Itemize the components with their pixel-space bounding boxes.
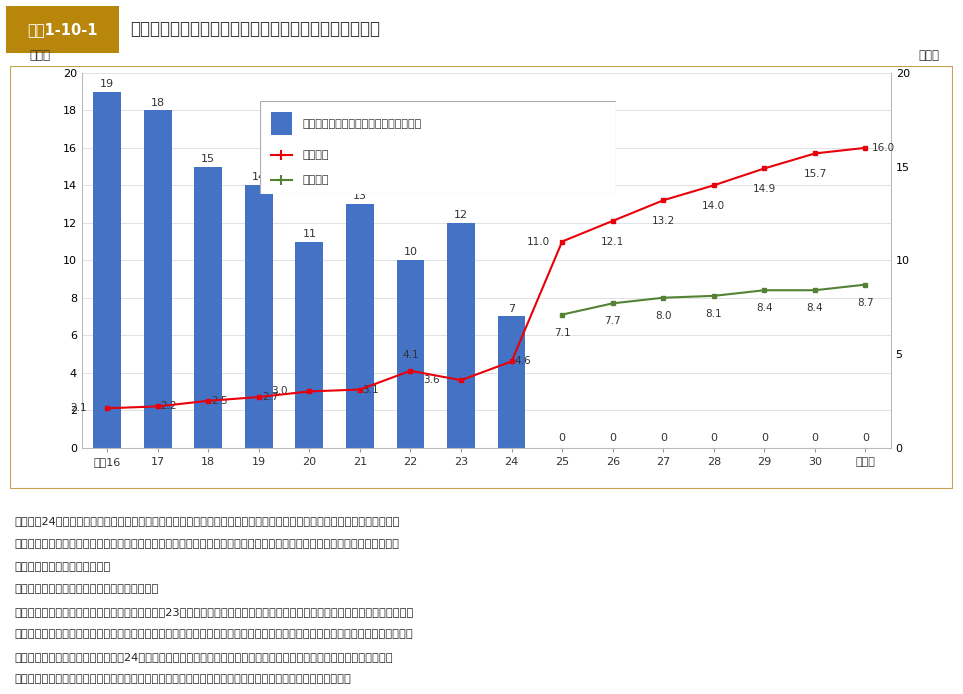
Text: 4.1: 4.1	[403, 350, 419, 360]
Text: 8.4: 8.4	[807, 303, 823, 314]
Text: 江町、飯館村）が、24年値には、福島県の一部（川内村、葛尾村、飯館村）がそれぞれ含まれていない。: 江町、飯館村）が、24年値には、福島県の一部（川内村、葛尾村、飯館村）がそれぞれ…	[14, 652, 393, 661]
Text: 0: 0	[812, 433, 819, 443]
Text: 0: 0	[559, 433, 565, 443]
Text: 女性委員のいない都道府県防災会議の数: 女性委員のいない都道府県防災会議の数	[302, 119, 422, 128]
Text: 3.0: 3.0	[272, 387, 288, 396]
Bar	[93, 92, 121, 448]
Text: 16.0: 16.0	[872, 143, 895, 153]
Text: 地方防災会議の委員に占める女性の割合の推移について: 地方防災会議の委員に占める女性の割合の推移について	[130, 21, 380, 38]
Text: 0: 0	[862, 433, 869, 443]
Text: 10: 10	[403, 248, 418, 257]
Text: 12: 12	[454, 210, 468, 220]
Text: 3.6: 3.6	[423, 375, 439, 385]
Text: の一部（女川町、南三陸町）、福島県の一部（南相馬市、下郷町、広野町、楢葉町、富岡町、大熊町、双葉町、浪: の一部（女川町、南三陸町）、福島県の一部（南相馬市、下郷町、広野町、楢葉町、富岡…	[14, 629, 413, 639]
Text: 市区町村: 市区町村	[302, 176, 329, 185]
Text: （備考）　１．原則として各年４月１日現在。: （備考） １．原則として各年４月１日現在。	[14, 584, 159, 594]
Text: る者を追加することとされた。: る者を追加することとされた。	[14, 561, 111, 572]
Text: 11.0: 11.0	[527, 237, 550, 246]
Text: 7: 7	[508, 304, 515, 314]
Bar	[397, 260, 425, 448]
Text: 出典：内閣府「地方公共団体における男女共同参画社会の形成又は女性に関する施策の推進状況」より作成。: 出典：内閣府「地方公共団体における男女共同参画社会の形成又は女性に関する施策の推…	[14, 674, 351, 684]
Text: 2.1: 2.1	[70, 403, 87, 414]
Text: 14.9: 14.9	[753, 185, 776, 194]
Text: 都道府県: 都道府県	[302, 150, 329, 160]
Bar	[346, 204, 374, 448]
Text: 8.4: 8.4	[756, 303, 772, 314]
Text: （％）: （％）	[919, 49, 939, 62]
Text: 8.7: 8.7	[857, 298, 873, 307]
Text: 13.2: 13.2	[652, 217, 675, 226]
Text: 0: 0	[761, 433, 768, 443]
Text: （数）: （数）	[29, 49, 50, 62]
Text: よう、地方防災会議の委員として、充て職となっている防災機関の職員のほか、自主防災組織を構成する者又は学識経験のあ: よう、地方防災会議の委員として、充て職となっている防災機関の職員のほか、自主防災…	[14, 539, 400, 549]
Text: 13: 13	[352, 192, 367, 201]
Text: 18: 18	[150, 98, 165, 108]
Text: 2.7: 2.7	[262, 392, 278, 402]
Text: 11: 11	[302, 229, 317, 239]
Bar	[6, 6, 119, 53]
Text: 3.1: 3.1	[362, 384, 379, 395]
Text: 0: 0	[610, 433, 616, 443]
Bar	[143, 110, 171, 448]
Text: 14: 14	[251, 173, 266, 183]
Text: 注）平成24年６月には「災害対策基本法」の改正があり、地域防災計画の策定等に当たり、多様な主体の意見を反映できる: 注）平成24年６月には「災害対策基本法」の改正があり、地域防災計画の策定等に当た…	[14, 516, 400, 527]
Bar	[245, 185, 273, 448]
Text: 19: 19	[100, 79, 115, 89]
Text: 7.7: 7.7	[605, 316, 621, 326]
Text: 2.5: 2.5	[211, 396, 228, 406]
Bar	[498, 316, 526, 448]
Text: 2.2: 2.2	[160, 401, 177, 412]
Text: 14.0: 14.0	[702, 201, 725, 211]
Text: 8.0: 8.0	[655, 311, 671, 321]
Text: 0: 0	[660, 433, 666, 443]
Text: 12.1: 12.1	[601, 237, 624, 247]
Text: ２．東日本大震災の影響により、平成23年値には、岩手県の一部（花巻市、陸前高田市、釜石市、大槌町）、宮城県: ２．東日本大震災の影響により、平成23年値には、岩手県の一部（花巻市、陸前高田市…	[14, 607, 414, 616]
Text: 図表1-10-1: 図表1-10-1	[27, 22, 98, 37]
Text: 7.1: 7.1	[554, 328, 570, 338]
Text: 8.1: 8.1	[706, 309, 722, 319]
Text: 15.7: 15.7	[803, 169, 826, 179]
Text: 15: 15	[201, 154, 216, 164]
Bar	[271, 112, 292, 135]
Bar	[195, 167, 222, 448]
Text: 4.6: 4.6	[514, 357, 532, 366]
Bar	[447, 223, 475, 448]
Bar	[296, 242, 324, 448]
Text: 0: 0	[711, 433, 717, 443]
